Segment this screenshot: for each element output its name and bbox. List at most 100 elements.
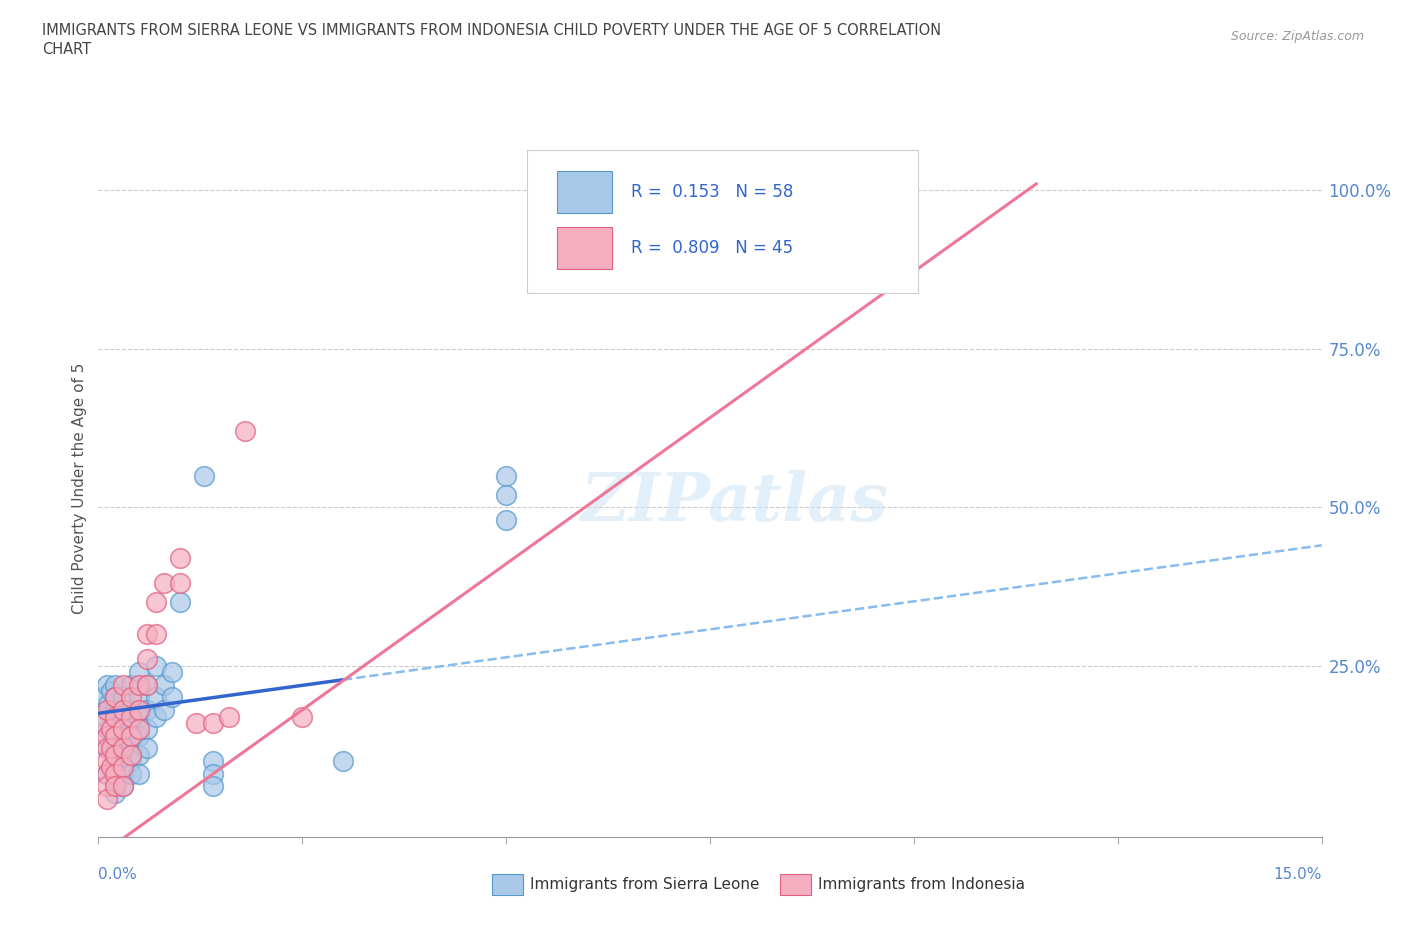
Text: Immigrants from Indonesia: Immigrants from Indonesia <box>818 877 1025 892</box>
Text: CHART: CHART <box>42 42 91 57</box>
Point <box>193 468 215 483</box>
Point <box>128 766 150 781</box>
Point <box>136 627 159 642</box>
Point <box>111 728 134 743</box>
Point <box>186 715 208 730</box>
Text: R =  0.153   N = 58: R = 0.153 N = 58 <box>630 183 793 201</box>
Point <box>96 741 118 756</box>
Point <box>111 703 134 718</box>
Point <box>120 709 142 724</box>
Point <box>104 677 127 692</box>
Point <box>96 703 118 718</box>
Point <box>169 576 191 591</box>
Point <box>128 728 150 743</box>
Point <box>104 703 127 718</box>
Point <box>104 785 127 800</box>
Point <box>111 753 134 768</box>
Point <box>128 665 150 680</box>
Point <box>96 766 118 781</box>
Point <box>111 778 134 793</box>
Point <box>128 677 150 692</box>
Point <box>100 722 122 737</box>
Point <box>104 753 127 768</box>
Point <box>120 741 142 756</box>
Point <box>111 715 134 730</box>
Point <box>111 690 134 705</box>
Point <box>218 709 240 724</box>
Point <box>120 753 142 768</box>
Point <box>495 487 517 502</box>
Point <box>152 576 174 591</box>
Point <box>111 760 134 775</box>
Point <box>128 747 150 762</box>
Y-axis label: Child Poverty Under the Age of 5: Child Poverty Under the Age of 5 <box>72 363 87 614</box>
Point <box>120 677 142 692</box>
Point <box>120 703 142 718</box>
Point <box>169 551 191 565</box>
Point <box>104 747 127 762</box>
Point <box>111 677 134 692</box>
Point <box>780 183 803 198</box>
Point <box>128 722 150 737</box>
FancyBboxPatch shape <box>526 150 918 293</box>
Point <box>120 690 142 705</box>
Point <box>152 703 174 718</box>
Point <box>111 703 134 718</box>
Point <box>104 690 127 705</box>
Point <box>111 766 134 781</box>
Point <box>96 753 118 768</box>
Point <box>100 684 122 698</box>
Text: Source: ZipAtlas.com: Source: ZipAtlas.com <box>1230 30 1364 43</box>
Point <box>104 728 127 743</box>
Point <box>104 766 127 781</box>
Point <box>96 703 118 718</box>
Point <box>111 741 134 756</box>
Point <box>169 595 191 610</box>
Point <box>160 665 183 680</box>
Point <box>91 715 114 730</box>
Point <box>201 753 224 768</box>
Point <box>136 677 159 692</box>
Point <box>91 690 114 705</box>
Point <box>145 627 167 642</box>
Point <box>201 778 224 793</box>
Point <box>104 778 127 793</box>
Text: R =  0.809   N = 45: R = 0.809 N = 45 <box>630 239 793 257</box>
Point <box>128 703 150 718</box>
Point <box>104 690 127 705</box>
Point <box>136 652 159 667</box>
Point <box>160 690 183 705</box>
Point <box>152 677 174 692</box>
Text: 0.0%: 0.0% <box>98 867 138 882</box>
Point <box>100 741 122 756</box>
Point <box>111 722 134 737</box>
Point <box>104 728 127 743</box>
Point <box>136 741 159 756</box>
Point <box>145 595 167 610</box>
Point <box>136 703 159 718</box>
Point <box>128 709 150 724</box>
FancyBboxPatch shape <box>557 227 612 269</box>
Point <box>96 741 118 756</box>
Point <box>120 728 142 743</box>
Text: 15.0%: 15.0% <box>1274 867 1322 882</box>
Point <box>104 709 127 724</box>
Point <box>145 658 167 673</box>
Point <box>120 766 142 781</box>
Point <box>145 690 167 705</box>
Point <box>136 677 159 692</box>
FancyBboxPatch shape <box>557 171 612 213</box>
Text: IMMIGRANTS FROM SIERRA LEONE VS IMMIGRANTS FROM INDONESIA CHILD POVERTY UNDER TH: IMMIGRANTS FROM SIERRA LEONE VS IMMIGRAN… <box>42 23 941 38</box>
Point <box>100 760 122 775</box>
Point <box>201 766 224 781</box>
Point <box>699 183 721 198</box>
Text: ZIPatlas: ZIPatlas <box>581 470 889 535</box>
Point <box>145 709 167 724</box>
Point <box>111 778 134 793</box>
Point <box>128 690 150 705</box>
Point <box>96 778 118 793</box>
Point <box>332 753 354 768</box>
Point <box>96 766 118 781</box>
Point <box>120 747 142 762</box>
Point <box>291 709 314 724</box>
